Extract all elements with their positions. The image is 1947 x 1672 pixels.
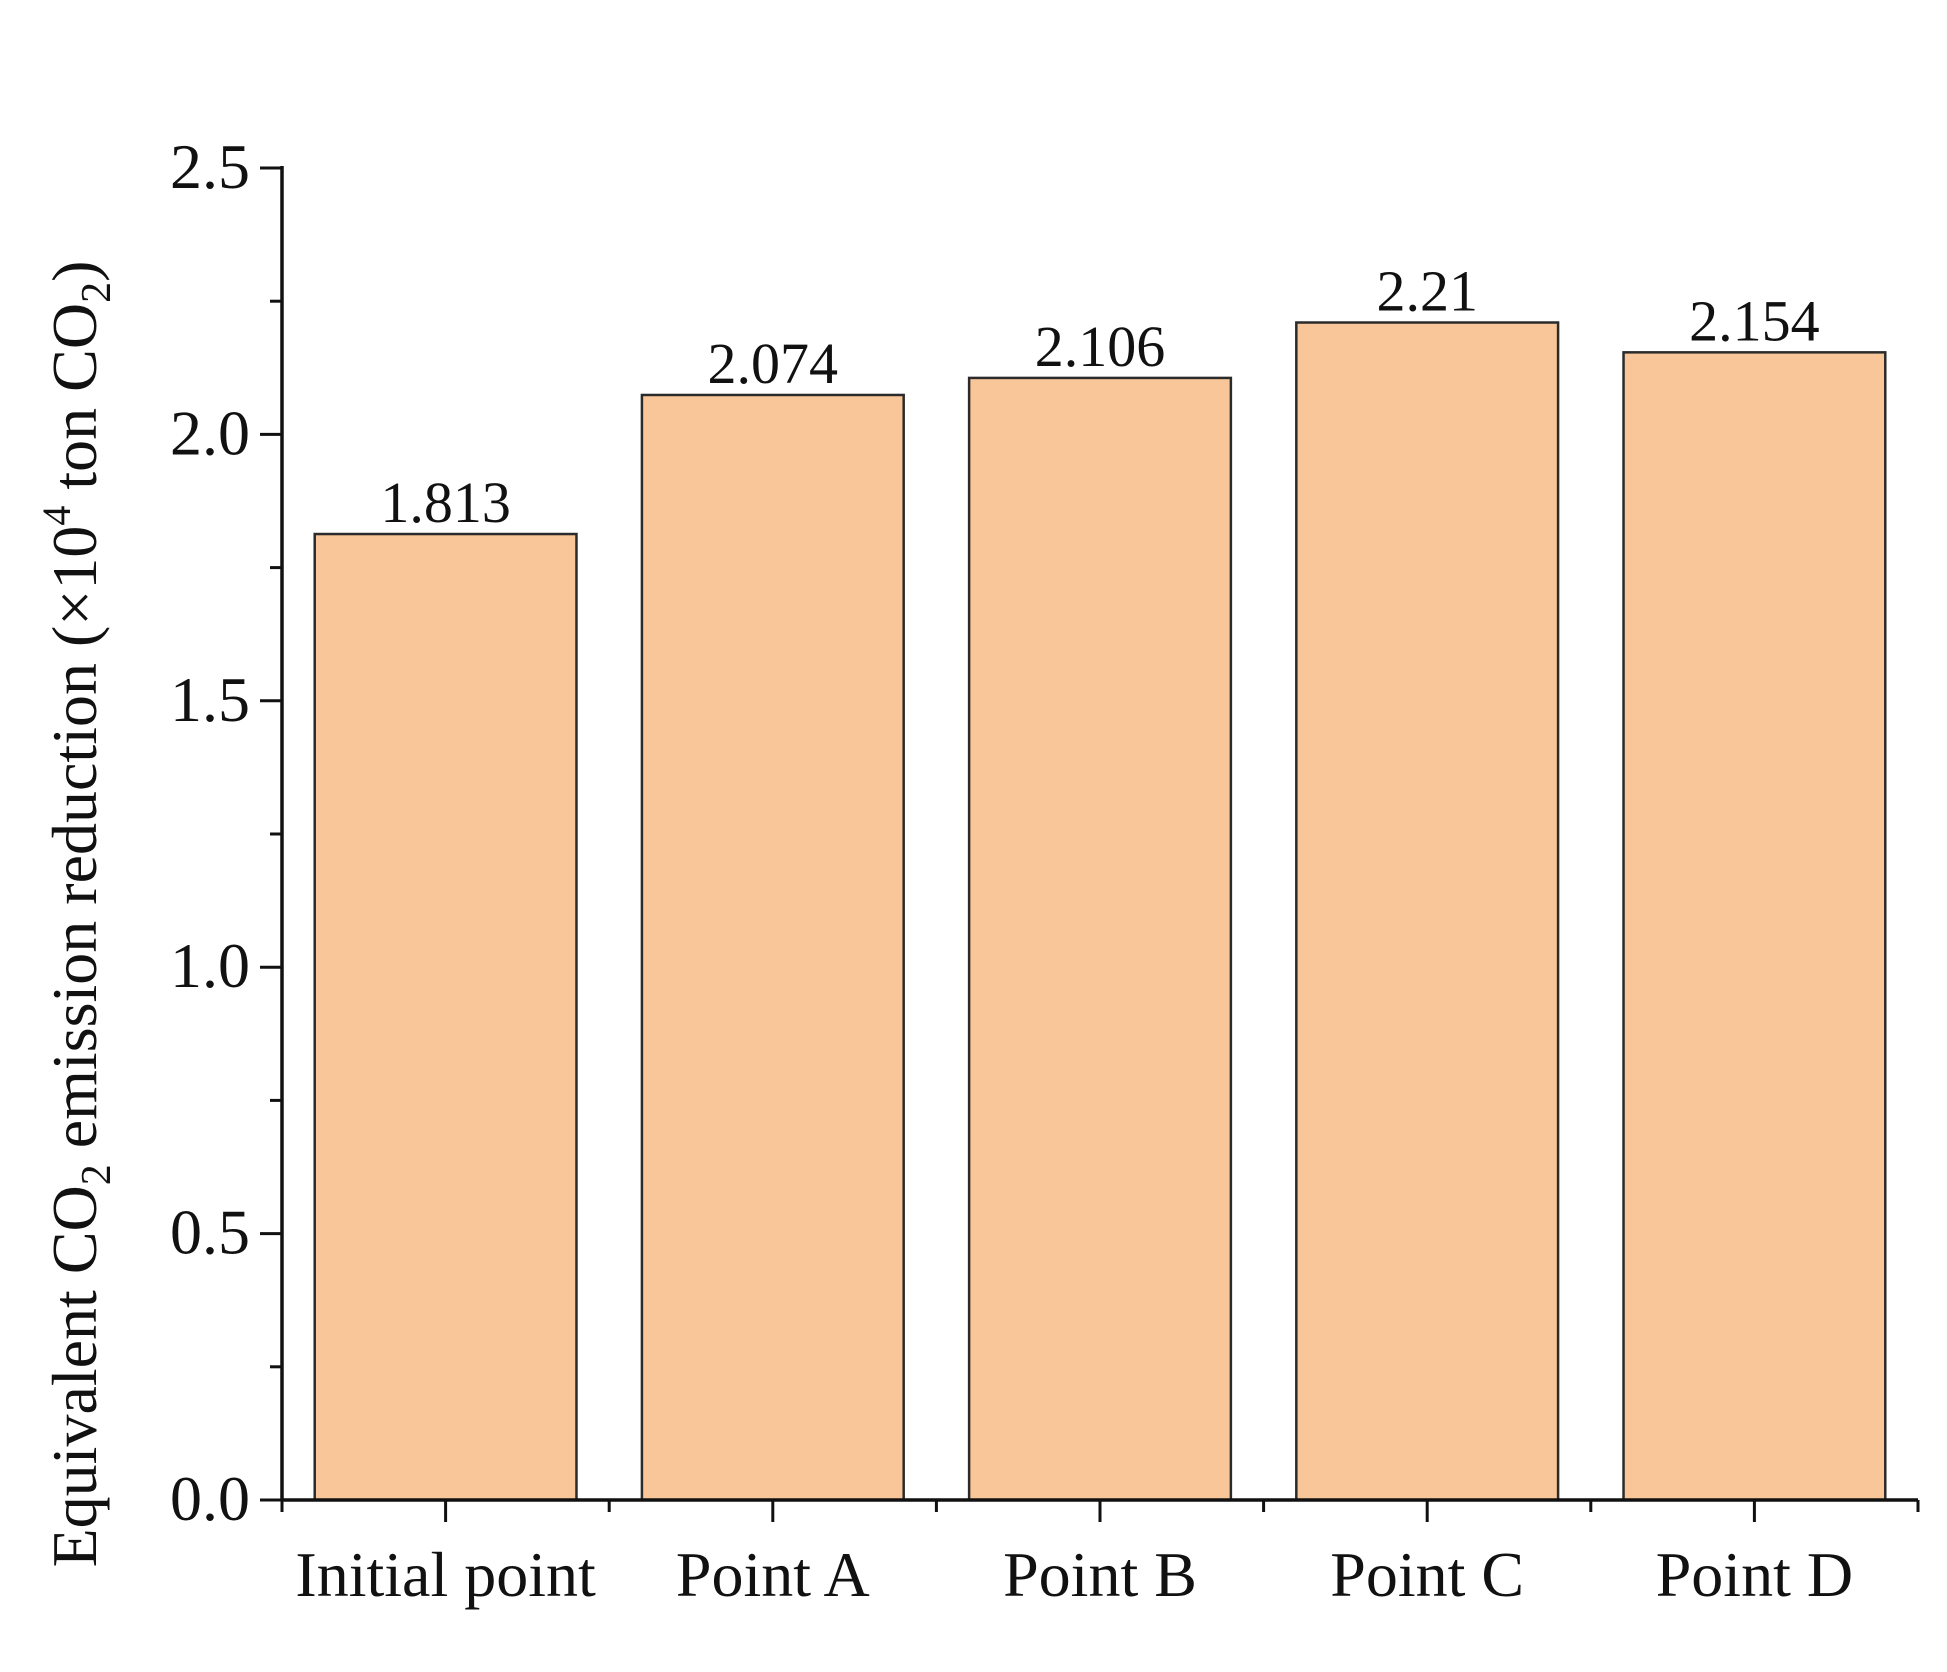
x-tick-label-1: Initial point xyxy=(295,1539,596,1610)
x-tick-label-3: Point B xyxy=(1003,1539,1197,1610)
y-tick-label-3: 1.5 xyxy=(170,664,250,735)
y-axis-title: Equivalent CO2 emission reduction (×104 … xyxy=(34,261,120,1568)
value-label-4: 2.21 xyxy=(1376,259,1478,324)
bar-5 xyxy=(1622,351,1887,1502)
value-label-1: 1.813 xyxy=(380,470,511,535)
x-tick-label-4: Point C xyxy=(1330,1539,1524,1610)
y-tick-label-0: 0.0 xyxy=(170,1463,250,1534)
value-label-3: 2.106 xyxy=(1035,314,1166,379)
bar-4 xyxy=(1295,321,1560,1502)
x-tick-label-2: Point A xyxy=(676,1539,870,1610)
bar-1 xyxy=(313,532,578,1502)
x-tick-label-5: Point D xyxy=(1656,1539,1853,1610)
y-ticks: 0.0 0.5 1.0 1.5 2.0 2.5 xyxy=(170,131,282,1534)
bar-3 xyxy=(967,376,1233,1502)
value-labels: 1.813 2.074 2.106 2.21 2.154 xyxy=(380,259,1819,536)
bar-2 xyxy=(640,393,905,1502)
x-ticks: Initial point Point A Point B Point C Point … xyxy=(280,1500,1920,1610)
y-tick-label-1: 0.5 xyxy=(170,1197,250,1268)
y-tick-label-2: 1.0 xyxy=(170,930,250,1001)
value-label-5: 2.154 xyxy=(1689,288,1820,353)
y-tick-label-5: 2.5 xyxy=(170,131,250,202)
y-tick-label-4: 2.0 xyxy=(170,397,250,468)
bars-layer xyxy=(313,321,1887,1502)
value-label-2: 2.074 xyxy=(708,331,839,396)
